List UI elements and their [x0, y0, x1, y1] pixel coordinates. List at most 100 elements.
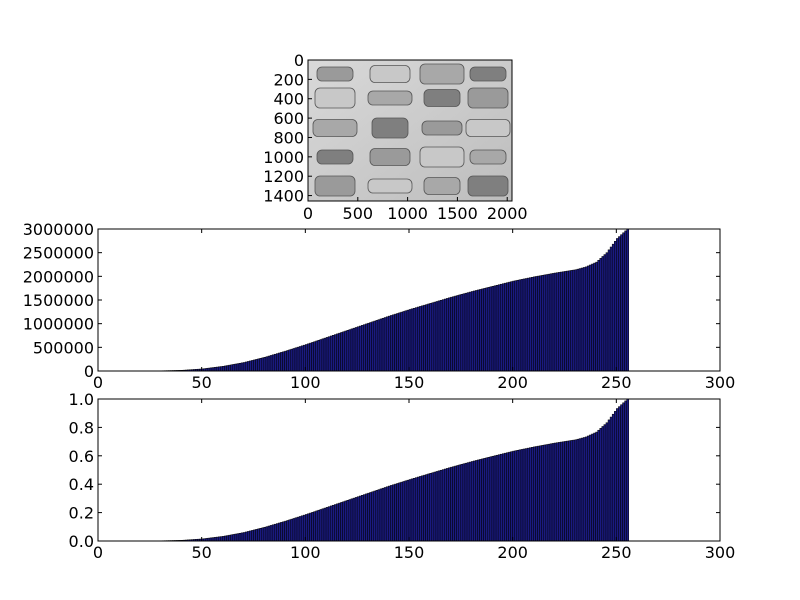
histogram-bar: [518, 279, 522, 372]
histogram-bar: [456, 295, 460, 372]
histogram-bar: [238, 362, 242, 372]
cork-shape: [371, 117, 409, 139]
histogram-bar: [321, 338, 325, 372]
cork-shape: [467, 175, 509, 197]
histogram-bar: [504, 452, 507, 542]
histogram-bar: [253, 529, 256, 542]
histogram-bar: [367, 492, 370, 542]
histogram-bar: [257, 528, 260, 542]
image-x-tick-label: 0: [303, 204, 313, 223]
histogram-bar: [398, 312, 401, 372]
histogram-bar: [354, 497, 358, 542]
histogram-bar: [373, 320, 377, 372]
cork-shape: [314, 175, 356, 197]
histogram-bar: [338, 502, 341, 542]
histogram-bar: [473, 290, 476, 372]
histogram-bar: [591, 263, 594, 372]
histogram-bar: [284, 520, 287, 542]
histogram-bar: [537, 275, 540, 372]
y-tick-label: 1500000: [23, 291, 94, 310]
histogram-bar: [332, 335, 335, 372]
histogram-bar: [611, 413, 615, 542]
cork-shape: [469, 149, 507, 165]
histogram-bar: [483, 288, 486, 372]
cumulative-histogram-normalized: 0 50 100 150 200 250 300 0.0 0.2 0.4 0.6 0.8 1.0: [69, 390, 736, 562]
histogram-bar: [506, 452, 509, 542]
histogram-bar: [568, 270, 571, 372]
image-y-tick-label: 600: [273, 109, 304, 128]
histogram-bar: [410, 478, 414, 542]
histogram-bar: [487, 457, 491, 542]
histogram-bar: [325, 337, 329, 372]
histogram-bar: [238, 532, 242, 542]
histogram-bar: [452, 296, 455, 372]
histogram-bar: [529, 277, 532, 372]
histogram-bar: [323, 337, 327, 372]
histogram-bar: [271, 524, 275, 542]
histogram-bar: [524, 448, 528, 542]
histogram-bar: [466, 292, 470, 372]
histogram-bar: [253, 359, 256, 372]
histogram-bar: [514, 450, 518, 542]
image-y-tick-label: 1400: [263, 187, 304, 206]
image-x-tick-label: 1500: [437, 204, 478, 223]
histogram-bar: [236, 363, 240, 372]
histogram-bar: [454, 465, 457, 542]
histogram-bar: [522, 448, 526, 542]
histogram-bar: [278, 522, 281, 542]
histogram-bar: [224, 535, 227, 542]
histogram-bar: [417, 306, 420, 372]
histogram-bar: [390, 315, 393, 372]
histogram-bar: [531, 447, 534, 542]
histogram-bar: [605, 252, 609, 372]
histogram-bar: [288, 349, 292, 372]
histogram-bar: [408, 309, 412, 372]
histogram-bar: [504, 282, 507, 372]
histogram-bar: [255, 359, 258, 372]
histogram-bar: [394, 483, 397, 542]
histogram-bar: [309, 342, 312, 372]
histogram-bar: [363, 324, 366, 372]
histogram-bar: [499, 453, 503, 542]
histogram-bar: [309, 512, 312, 542]
histogram-bar: [584, 436, 588, 542]
histogram-bar: [396, 483, 399, 542]
histogram-bar: [257, 358, 260, 372]
cork-shape: [367, 178, 413, 194]
histogram-bar: [587, 265, 590, 372]
histogram-bar: [218, 536, 221, 542]
y-tick-label: 0.6: [69, 447, 94, 466]
histogram-bar: [425, 304, 428, 372]
histogram-bar: [278, 352, 281, 372]
histogram-bar: [479, 459, 482, 542]
cork-shape: [419, 63, 465, 85]
histogram-bar: [541, 275, 545, 372]
histogram-bar: [439, 299, 443, 372]
histogram-bar: [296, 346, 300, 372]
histogram-bar: [377, 319, 381, 372]
histogram-bar: [446, 468, 449, 542]
histogram-bar: [458, 294, 462, 372]
histogram-bar: [433, 471, 437, 542]
cork-shape: [467, 87, 509, 109]
histogram-bar: [336, 503, 339, 542]
histogram-bar: [311, 512, 314, 542]
histogram-bar: [535, 446, 538, 542]
histogram-bar: [404, 480, 408, 542]
histogram-bar: [298, 346, 302, 372]
histogram-bar: [601, 256, 605, 372]
histogram-bar: [255, 529, 258, 542]
histogram-bar: [421, 305, 424, 372]
x-ticks-normalized: 0 50 100 150 200 250 300: [93, 399, 735, 562]
histogram-bar: [487, 287, 491, 372]
histogram-bar: [553, 272, 557, 372]
histogram-bar: [402, 481, 406, 542]
histogram-bar: [599, 258, 603, 372]
histogram-bar: [417, 476, 420, 542]
y-tick-label: 0.0: [69, 532, 94, 551]
histogram-bar: [367, 322, 370, 372]
histogram-bar: [624, 230, 627, 372]
histogram-bar: [317, 509, 321, 542]
histogram-bar: [431, 302, 435, 372]
histogram-bar: [383, 487, 387, 542]
